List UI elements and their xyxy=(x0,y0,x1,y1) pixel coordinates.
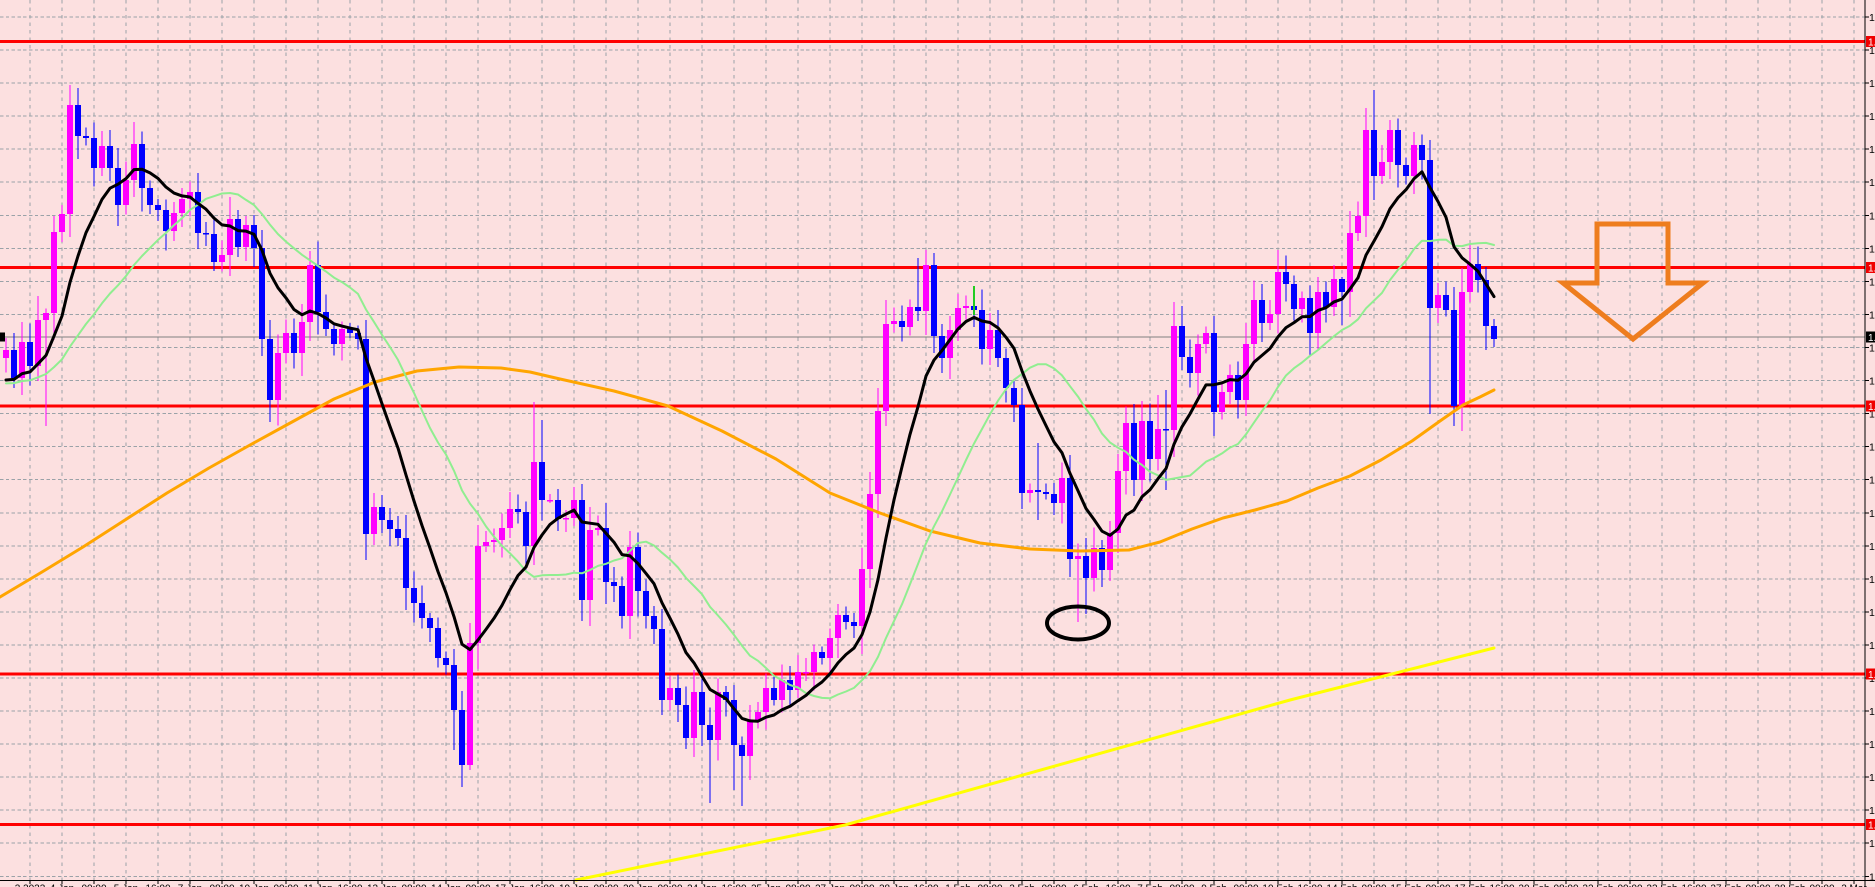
svg-text:25 Jan: 25 Jan xyxy=(751,884,781,887)
svg-text:16:00: 16:00 xyxy=(529,884,554,887)
svg-text:1.0675: 1.0675 xyxy=(1869,310,1875,322)
svg-text:1.0675: 1.0675 xyxy=(1869,739,1875,751)
svg-text:28 Jan: 28 Jan xyxy=(879,884,909,887)
svg-text:14 Feb: 14 Feb xyxy=(1326,884,1358,887)
svg-text:16:00: 16:00 xyxy=(1105,884,1130,887)
svg-text:00:00: 00:00 xyxy=(273,884,298,887)
svg-text:16:00: 16:00 xyxy=(913,884,938,887)
svg-text:00:00: 00:00 xyxy=(849,884,874,887)
svg-text:16:00: 16:00 xyxy=(721,884,746,887)
svg-text:08:00: 08:00 xyxy=(977,884,1002,887)
svg-text:3 2023: 3 2023 xyxy=(15,884,46,887)
svg-text:1 Feb: 1 Feb xyxy=(945,884,971,887)
svg-text:1.0675: 1.0675 xyxy=(1869,210,1875,222)
svg-text:1.0675: 1.0675 xyxy=(1869,475,1875,487)
svg-text:9 Feb: 9 Feb xyxy=(1201,884,1227,887)
svg-text:1.0675: 1.0675 xyxy=(1869,442,1875,454)
svg-text:08:00: 08:00 xyxy=(401,884,426,887)
svg-text:08:00: 08:00 xyxy=(1169,884,1194,887)
svg-text:08:00: 08:00 xyxy=(593,884,618,887)
svg-text:1.0675: 1.0675 xyxy=(1869,541,1875,553)
svg-text:7 Feb: 7 Feb xyxy=(1137,884,1163,887)
svg-text:1.0675: 1.0675 xyxy=(1868,670,1875,681)
svg-text:22 Feb: 22 Feb xyxy=(1582,884,1614,887)
svg-text:4 Jan: 4 Jan xyxy=(50,884,74,887)
svg-text:00:00: 00:00 xyxy=(1233,884,1258,887)
svg-text:13 Jan: 13 Jan xyxy=(367,884,397,887)
svg-text:19 Jan: 19 Jan xyxy=(559,884,589,887)
svg-text:00:00: 00:00 xyxy=(1809,884,1834,887)
svg-text:00:00: 00:00 xyxy=(1617,884,1642,887)
svg-text:16:00: 16:00 xyxy=(145,884,170,887)
svg-text:20 Jan: 20 Jan xyxy=(623,884,653,887)
svg-text:1.0675: 1.0675 xyxy=(1869,640,1875,652)
svg-text:1.0675: 1.0675 xyxy=(1869,607,1875,619)
svg-text:00:00: 00:00 xyxy=(657,884,682,887)
svg-text:17 Feb: 17 Feb xyxy=(1454,884,1486,887)
svg-text:1.0675: 1.0675 xyxy=(1868,821,1875,832)
svg-text:20 Feb: 20 Feb xyxy=(1518,884,1550,887)
svg-text:7 Jan: 7 Jan xyxy=(178,884,202,887)
svg-text:16:00: 16:00 xyxy=(1681,884,1706,887)
svg-text:1.0675: 1.0675 xyxy=(1868,264,1875,275)
svg-text:1.0675: 1.0675 xyxy=(1868,333,1875,344)
svg-text:08:00: 08:00 xyxy=(1745,884,1770,887)
svg-text:00:00: 00:00 xyxy=(81,884,106,887)
svg-text:14 Jan: 14 Jan xyxy=(431,884,461,887)
svg-text:27 Feb: 27 Feb xyxy=(1710,884,1742,887)
svg-text:08:00: 08:00 xyxy=(1553,884,1578,887)
svg-text:10 Jan: 10 Jan xyxy=(239,884,269,887)
svg-text:1.0675: 1.0675 xyxy=(1869,78,1875,90)
svg-text:1.0675: 1.0675 xyxy=(1869,706,1875,718)
svg-text:1.0675: 1.0675 xyxy=(1869,871,1875,883)
svg-text:08:00: 08:00 xyxy=(785,884,810,887)
svg-text:1.0675: 1.0675 xyxy=(1868,38,1875,49)
svg-text:1.0675: 1.0675 xyxy=(1869,409,1875,421)
svg-text:08:00: 08:00 xyxy=(209,884,234,887)
svg-text:1.0675: 1.0675 xyxy=(1868,402,1875,413)
svg-text:16:00: 16:00 xyxy=(1489,884,1514,887)
svg-text:2 Feb: 2 Feb xyxy=(1009,884,1035,887)
svg-text:27 Jan: 27 Jan xyxy=(815,884,845,887)
svg-text:24 Jan: 24 Jan xyxy=(687,884,717,887)
svg-text:1.0675: 1.0675 xyxy=(1869,343,1875,355)
svg-text:2 Mar: 2 Mar xyxy=(1841,884,1867,887)
svg-text:08:00: 08:00 xyxy=(1361,884,1386,887)
svg-text:6 Feb: 6 Feb xyxy=(1073,884,1099,887)
svg-text:1.0675: 1.0675 xyxy=(1869,376,1875,388)
svg-text:5 Jan: 5 Jan xyxy=(114,884,138,887)
svg-text:28 Feb: 28 Feb xyxy=(1774,884,1806,887)
svg-text:10 Feb: 10 Feb xyxy=(1262,884,1294,887)
svg-text:1.0675: 1.0675 xyxy=(1869,276,1875,288)
svg-text:00:00: 00:00 xyxy=(1425,884,1450,887)
svg-text:1.0675: 1.0675 xyxy=(1869,243,1875,255)
svg-text:17 Jan: 17 Jan xyxy=(495,884,525,887)
svg-text:1.0675: 1.0675 xyxy=(1869,805,1875,817)
svg-text:00:00: 00:00 xyxy=(1041,884,1066,887)
svg-text:1.0675: 1.0675 xyxy=(1869,12,1875,24)
svg-text:15 Feb: 15 Feb xyxy=(1390,884,1422,887)
svg-text:1.0675: 1.0675 xyxy=(1869,111,1875,123)
svg-text:1.0675: 1.0675 xyxy=(1869,177,1875,189)
svg-text:1.0675: 1.0675 xyxy=(1869,574,1875,586)
svg-text:1.0675: 1.0675 xyxy=(1869,144,1875,156)
svg-text:1.0675: 1.0675 xyxy=(1869,508,1875,520)
svg-text:16:00: 16:00 xyxy=(1297,884,1322,887)
svg-text:1.0675: 1.0675 xyxy=(1869,772,1875,784)
svg-text:1.0675: 1.0675 xyxy=(1869,838,1875,850)
svg-text:1.0675: 1.0675 xyxy=(1869,45,1875,57)
svg-text:00:00: 00:00 xyxy=(465,884,490,887)
svg-text:11 Jan: 11 Jan xyxy=(303,884,332,887)
svg-text:23 Feb: 23 Feb xyxy=(1646,884,1678,887)
svg-text:16:00: 16:00 xyxy=(337,884,362,887)
